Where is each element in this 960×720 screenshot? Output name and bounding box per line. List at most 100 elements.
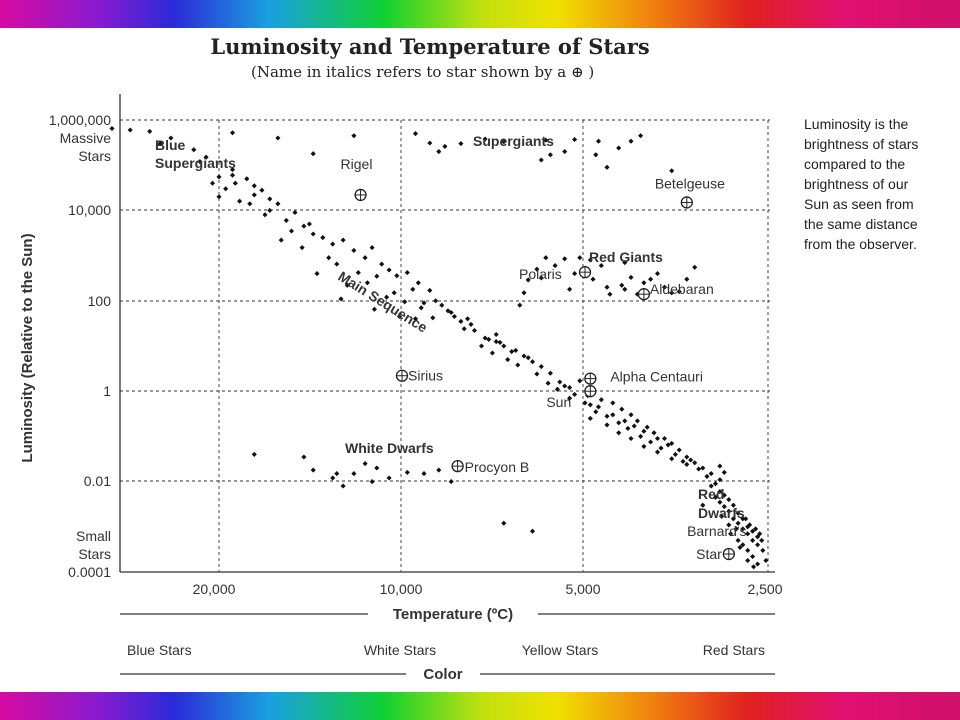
star-point: [577, 378, 583, 384]
star-point: [410, 286, 416, 292]
star-point: [478, 343, 485, 349]
y-axis-title: Luminosity (Relative to the Sun): [19, 233, 36, 462]
star-point: [501, 139, 507, 145]
subtitle-star-symbol: ⊕: [571, 63, 584, 81]
star-point: [445, 308, 451, 314]
star-point: [486, 336, 492, 342]
star-point: [717, 489, 723, 495]
star-point: [344, 282, 350, 288]
star-point: [529, 528, 536, 534]
star-point: [572, 136, 578, 143]
star-point: [247, 201, 253, 207]
x-tick-label: 5,000: [565, 581, 600, 597]
massive-stars-label: Massive: [60, 130, 112, 146]
y-tick-label: 1: [103, 383, 111, 399]
star-point: [547, 370, 553, 376]
star-point: [334, 471, 340, 477]
star-point: [547, 152, 553, 158]
star-point: [610, 412, 616, 418]
star-point: [275, 201, 281, 207]
star-point: [278, 237, 284, 243]
color-class-label: Yellow Stars: [522, 642, 599, 658]
star-point: [538, 364, 544, 370]
star-point: [750, 528, 756, 534]
y-tick-label: 100: [88, 293, 112, 309]
star-point: [427, 140, 433, 146]
star-point: [338, 296, 344, 302]
y-tick-label: 10,000: [68, 202, 111, 218]
star-point: [543, 255, 549, 261]
region-label-supergiants-blue: Supergiants: [155, 155, 236, 171]
note-line: Luminosity is the: [804, 116, 909, 132]
note-line: from the observer.: [804, 236, 917, 252]
star-point: [721, 469, 727, 475]
star-point: [750, 537, 756, 543]
star-point: [330, 475, 336, 481]
note-line: Sun as seen from: [804, 196, 914, 212]
star-point: [604, 413, 610, 419]
star-point: [604, 422, 610, 428]
star-point: [251, 192, 257, 198]
rainbow-band-top: [0, 0, 960, 28]
star-point: [616, 145, 622, 151]
star-point: [521, 290, 527, 296]
named-star-label: Polaris: [519, 266, 562, 282]
x-axis-title: Temperature (ºC): [393, 606, 513, 623]
star-point: [301, 454, 307, 460]
star-point: [692, 460, 698, 466]
star-point: [534, 371, 540, 377]
small-stars-label: Stars: [78, 546, 111, 562]
star-point: [534, 266, 540, 272]
star-point: [275, 135, 281, 141]
star-point: [644, 424, 650, 430]
star-point: [616, 420, 622, 426]
star-point: [595, 404, 602, 410]
region-label-red: Red: [698, 486, 724, 502]
star-point: [688, 457, 694, 463]
plot-grid: [119, 94, 775, 573]
small-stars-label: Small: [76, 528, 111, 544]
star-point: [521, 353, 527, 359]
region-label-white-dwarfs: White Dwarfs: [345, 440, 434, 456]
note-line: the same distance: [804, 216, 918, 232]
star-point: [209, 180, 216, 186]
star-point: [745, 531, 751, 537]
named-star-marker: [680, 196, 693, 209]
star-point: [418, 305, 424, 311]
star-point: [326, 255, 332, 261]
note-line: brightness of stars: [804, 136, 919, 152]
region-label-dwarfs: Dwarfs: [698, 505, 745, 521]
star-point: [468, 321, 474, 327]
named-star-label: Betelgeuse: [655, 175, 725, 191]
star-point: [587, 257, 593, 263]
star-point: [730, 502, 736, 508]
star-point: [267, 196, 273, 202]
star-point: [658, 445, 664, 451]
star-point: [374, 465, 380, 471]
star-point: [545, 380, 551, 386]
star-point: [654, 435, 661, 442]
star-point: [310, 231, 316, 237]
star-point: [590, 276, 596, 282]
star-point: [757, 531, 763, 537]
star-point: [755, 561, 761, 567]
star-point: [562, 149, 568, 155]
star-point: [386, 475, 392, 481]
star-point: [628, 138, 634, 144]
named-stars-layer: Rigel Betelgeuse Polaris Aldebaran Sirius Alp…: [341, 156, 747, 562]
named-star-label: Rigel: [341, 156, 373, 172]
star-point: [301, 223, 307, 229]
star-point: [489, 350, 495, 356]
star-point: [619, 282, 625, 288]
star-point: [740, 542, 746, 548]
star-point: [448, 479, 454, 485]
star-point: [582, 400, 588, 406]
star-point: [229, 130, 236, 136]
star-point: [676, 447, 682, 453]
star-point: [259, 187, 265, 193]
star-point: [391, 290, 397, 296]
star-point: [310, 151, 316, 157]
star-point: [505, 357, 511, 363]
star-point: [216, 174, 222, 180]
named-star-marker: [637, 288, 651, 301]
